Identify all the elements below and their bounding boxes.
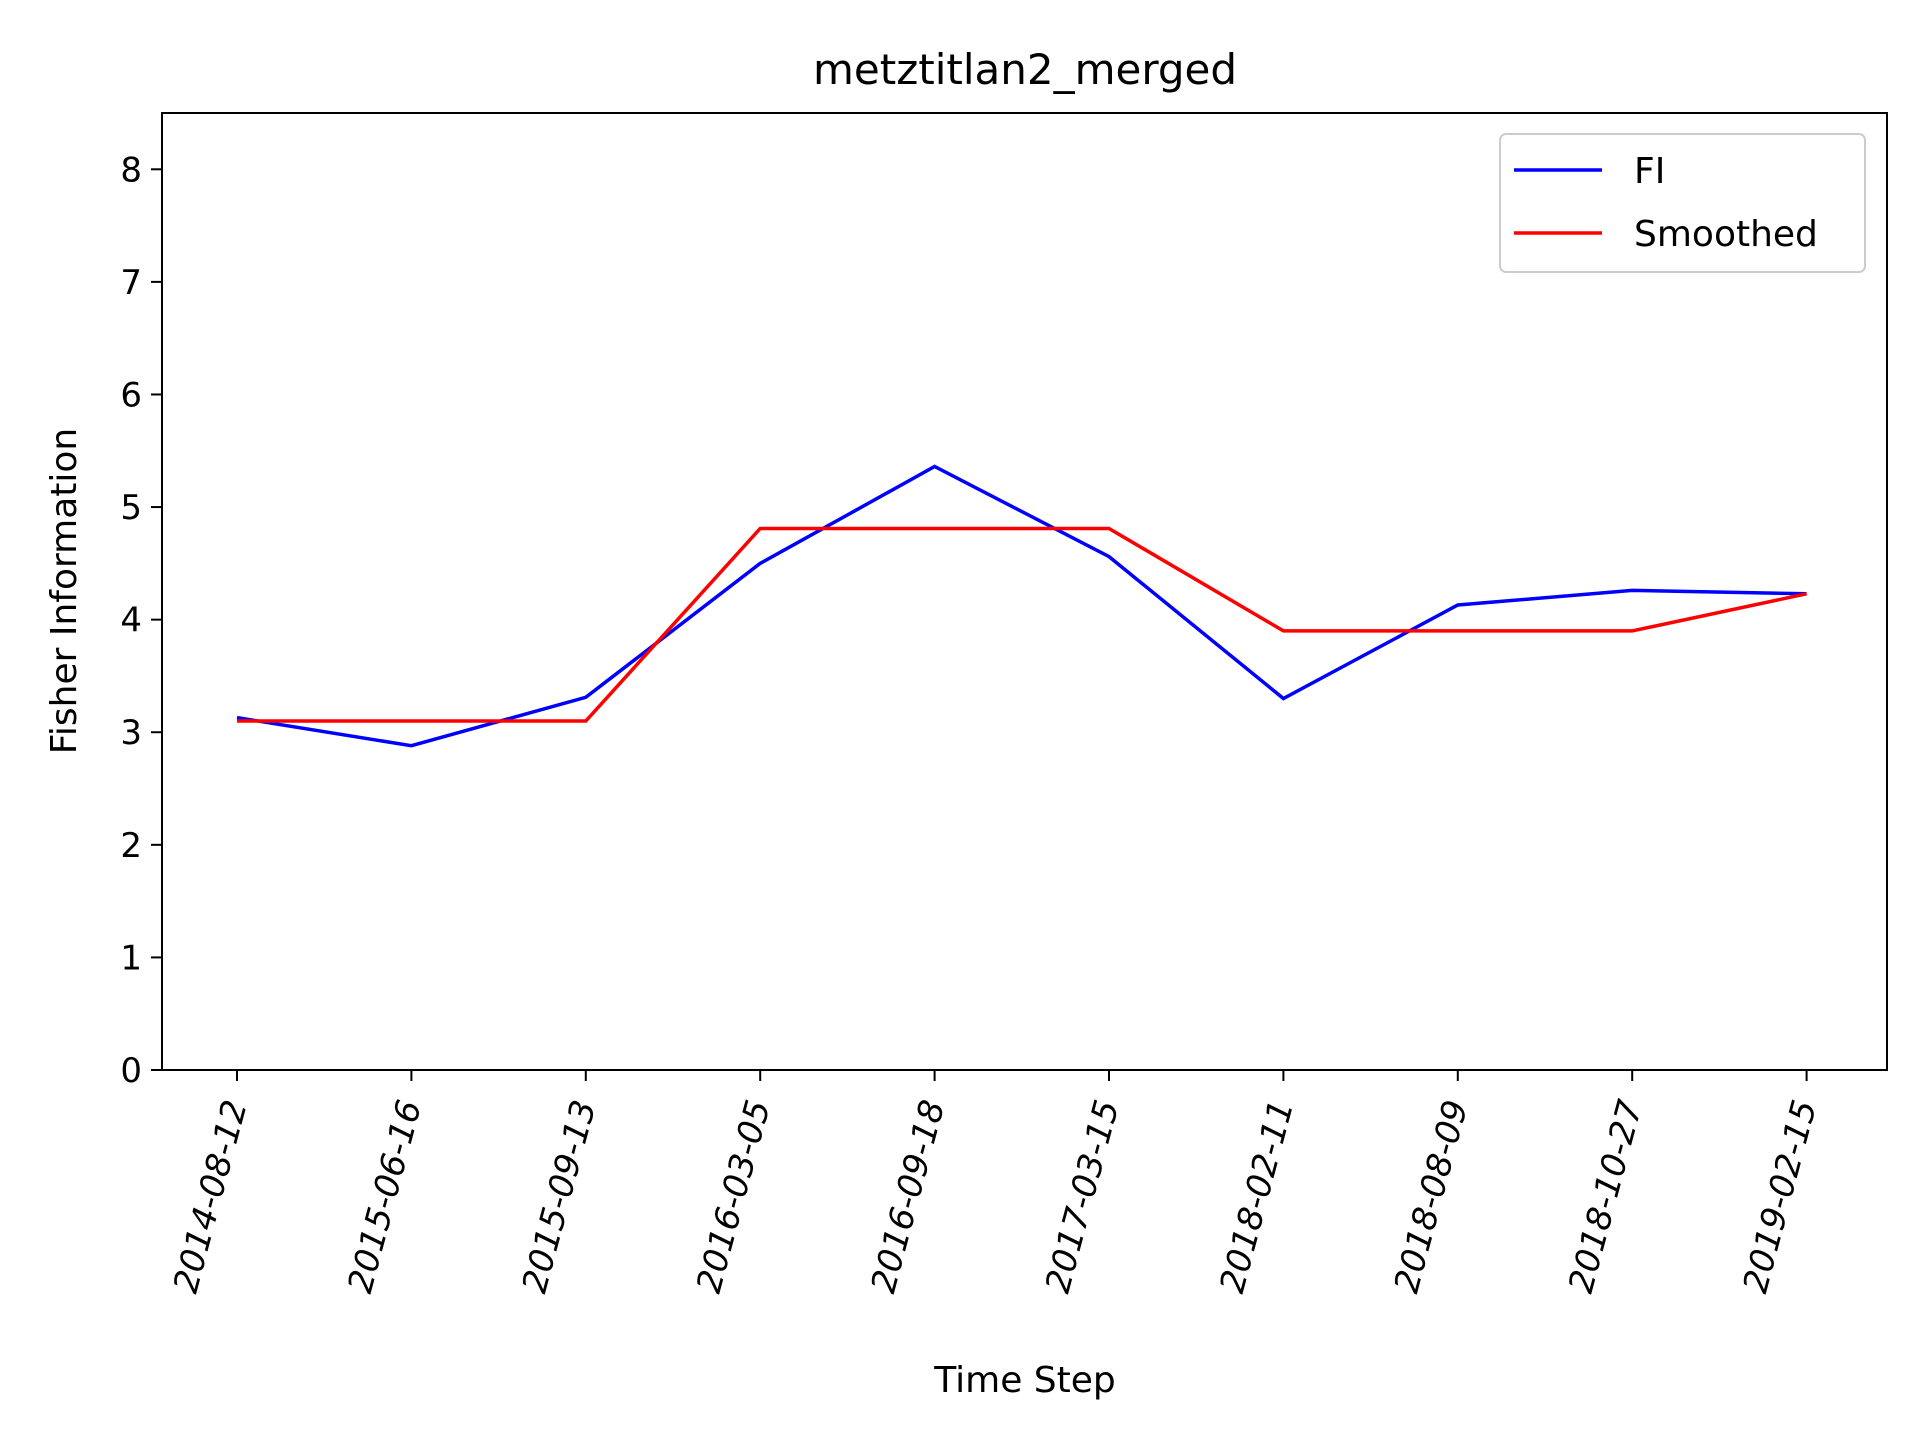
legend-label: Smoothed (1634, 214, 1818, 255)
y-tick-label: 2 (120, 826, 142, 866)
y-tick-label: 0 (120, 1051, 142, 1091)
plot-frame (161, 112, 1888, 1071)
y-tick-label: 3 (120, 713, 142, 753)
y-axis: 0 1 2 3 4 5 6 7 8 (120, 150, 162, 1091)
legend-label: FI (1634, 151, 1665, 192)
y-tick-label: 8 (120, 150, 142, 190)
y-tick-label: 6 (120, 375, 142, 415)
chart-title: metztitlan2_merged (813, 45, 1237, 94)
y-tick-label: 4 (120, 601, 142, 641)
series-line-smoothed (237, 526, 1807, 723)
y-axis-label: Fisher Information (44, 428, 85, 754)
y-tick-label: 1 (120, 938, 142, 978)
y-tick-label: 7 (120, 263, 142, 303)
plot-area (236, 464, 1807, 748)
legend: FI Smoothed (1499, 133, 1866, 273)
y-tick-label: 5 (120, 488, 142, 528)
x-axis-label: Time Step (933, 1360, 1116, 1401)
